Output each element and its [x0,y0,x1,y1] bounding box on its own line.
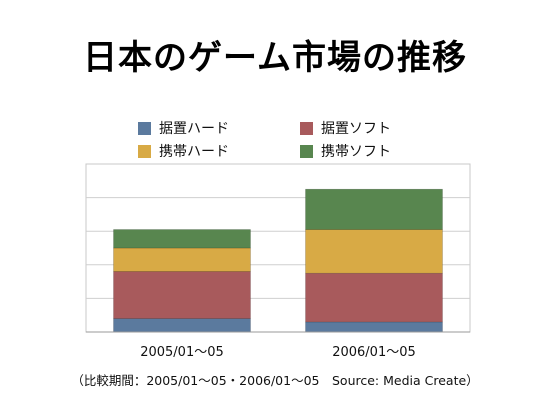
bar-0-segment-3 [113,229,251,249]
bar-0-segment-0 [113,318,251,333]
bar-0-segment-2 [113,247,251,272]
x-tick-label-0: 2005/01〜05 [140,345,224,360]
legend-item-0: 据置ハード [138,118,229,138]
bar-1-segment-2 [305,229,443,274]
legend: 据置ハード 据置ソフト携帯ハード 携帯ソフト [138,118,438,162]
legend-item-3: 携帯ソフト [300,141,391,161]
x-tick-label-1: 2006/01〜05 [332,345,416,360]
legend-label-3: 携帯ソフト [321,144,391,160]
legend-swatch-3 [300,144,313,158]
source-footnote: （比較期間：2005/01〜05・2006/01〜05 Source: Medi… [71,373,479,388]
legend-item-1: 据置ソフト [300,118,391,138]
bar-1-segment-0 [305,321,443,333]
legend-swatch-2 [138,144,151,158]
legend-swatch-1 [300,121,313,135]
legend-label-2: 携帯ハード [159,144,229,160]
chart-title: 日本のゲーム市場の推移 [83,38,467,78]
legend-label-0: 据置ハード [159,121,229,137]
legend-label-1: 据置ソフト [321,121,391,137]
legend-item-2: 携帯ハード [138,141,229,161]
bar-1-segment-3 [305,188,443,230]
legend-swatch-0 [138,121,151,135]
bar-1-segment-1 [305,272,443,323]
bar-0-segment-1 [113,271,251,319]
